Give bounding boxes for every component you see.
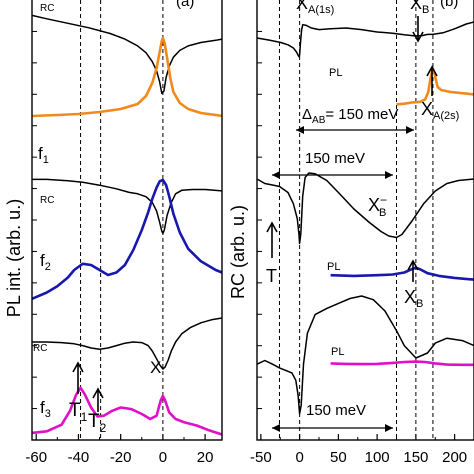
- xa2s-arrow: [426, 65, 438, 96]
- mev-label-upper: 150 meV: [305, 150, 365, 167]
- xminus-sup: −: [380, 193, 387, 207]
- xb-top-sub: B: [422, 4, 429, 16]
- t-b-arrow: [266, 221, 278, 258]
- x-tick-label-5: 200: [442, 449, 467, 466]
- pl-label-b3: PL: [331, 346, 344, 358]
- f3-sub: 3: [45, 408, 51, 420]
- f1-label: f1: [38, 144, 49, 166]
- x-tick-label-4: 150: [403, 449, 428, 466]
- f2-label: f2: [40, 251, 51, 273]
- xb-mid-arrow: [407, 259, 419, 282]
- panel-b-annotations: (b) XA(1s) XB XA(2s) PL PL PL ΔAB= 150 m…: [266, 0, 459, 432]
- series-rc-4: [256, 295, 474, 415]
- t1-label: T1: [69, 400, 88, 424]
- xb-mid-sub: B: [416, 298, 423, 310]
- xa2s-sub: A(2s): [433, 110, 459, 122]
- t2-arrow: [92, 387, 104, 412]
- pl-label-b2: PL: [327, 261, 340, 273]
- delta-ab-label: ΔAB= 150 meV: [302, 106, 398, 126]
- plot-frame: [256, 0, 474, 441]
- rc-label-3: RC: [33, 343, 47, 354]
- xb-top-label: XB: [410, 0, 429, 16]
- mev-lower-head-right: [385, 424, 393, 432]
- x-tick-label-1: -40: [68, 449, 90, 466]
- xb-mid-label: XB: [404, 287, 423, 310]
- xminus-label: X− B: [368, 193, 387, 219]
- xa2s-main: X: [421, 99, 433, 119]
- x-tick-label-1: 0: [295, 449, 303, 466]
- series-rc-4: [32, 317, 223, 370]
- mev-upper-head-right: [385, 171, 393, 179]
- xb-mid-main: X: [404, 287, 416, 307]
- x-tick-label-3: 100: [365, 449, 390, 466]
- panel-b-ylabel: RC (arb. u.): [228, 205, 248, 299]
- f3-label: f3: [40, 398, 51, 420]
- rc-label-2: RC: [40, 195, 54, 206]
- xa2s-label: XA(2s): [421, 99, 459, 122]
- series-pl-5: [31, 386, 223, 436]
- panel-b-label: (b): [440, 0, 458, 10]
- xa1s-main: X: [296, 0, 308, 13]
- series-pl-3: [31, 178, 223, 300]
- x-tick-label-2: 50: [330, 449, 347, 466]
- x-tick-label-3: 0: [159, 449, 167, 466]
- series-rc-2: [256, 172, 474, 245]
- f1-main: f: [38, 144, 43, 163]
- series-rc-0: [31, 14, 223, 95]
- f3-main: f: [40, 398, 45, 417]
- delta-sub: AB: [312, 115, 326, 126]
- x-tick-label-0: -50: [250, 449, 272, 466]
- xminus-main: X: [368, 195, 380, 215]
- x-label-a: X: [150, 358, 161, 377]
- x-tick-label-0: -60: [25, 449, 47, 466]
- panel-a: -60 -40 -20 0 20: [25, 0, 223, 466]
- delta-main: Δ: [302, 106, 312, 123]
- pl-label-b1: PL: [329, 67, 342, 79]
- t1-sub: 1: [81, 410, 88, 424]
- f2-main: f: [40, 251, 45, 270]
- delta-arrowhead-left: [296, 126, 304, 134]
- xb-top-main: X: [410, 0, 422, 13]
- panel-b: -50 0 50 100 150 200: [250, 0, 474, 466]
- series-pl-3: [330, 266, 474, 281]
- series-pl-5: [330, 360, 474, 367]
- t1-main: T: [69, 400, 81, 421]
- t2-sub: 2: [100, 421, 107, 435]
- rc-label-1: RC: [40, 3, 54, 14]
- x-tick-label-4: 20: [197, 449, 214, 466]
- t1-arrow: [72, 361, 84, 394]
- mev-upper-head-left: [272, 171, 280, 179]
- panel-a-annotations: (a) RC RC RC f1 f2 f3 X T1 T2: [33, 0, 194, 435]
- series-pl-1: [31, 36, 223, 118]
- xminus-sub: B: [379, 207, 386, 219]
- panel-a-label: (a): [176, 0, 194, 10]
- xa1s-label: XA(1s): [296, 0, 334, 16]
- plot-frame: [31, 0, 223, 441]
- panel-a-ylabel: PL int. (arb. u.): [4, 199, 24, 317]
- delta-value: = 150 meV: [325, 106, 398, 123]
- f1-sub: 1: [43, 154, 49, 166]
- mev-lower-head-left: [272, 424, 280, 432]
- f2-sub: 2: [45, 261, 51, 273]
- t2-label: T2: [88, 411, 107, 435]
- t-label-b: T: [266, 266, 277, 286]
- xa1s-sub: A(1s): [308, 4, 334, 16]
- series-rc-0: [256, 21, 474, 58]
- t2-main: T: [88, 411, 100, 432]
- x-tick-label-2: -20: [110, 449, 132, 466]
- series-rc-2: [32, 178, 223, 235]
- xb-top-arrow: [412, 16, 424, 43]
- mev-label-lower: 150 meV: [306, 402, 366, 419]
- delta-arrowhead-right: [406, 126, 414, 134]
